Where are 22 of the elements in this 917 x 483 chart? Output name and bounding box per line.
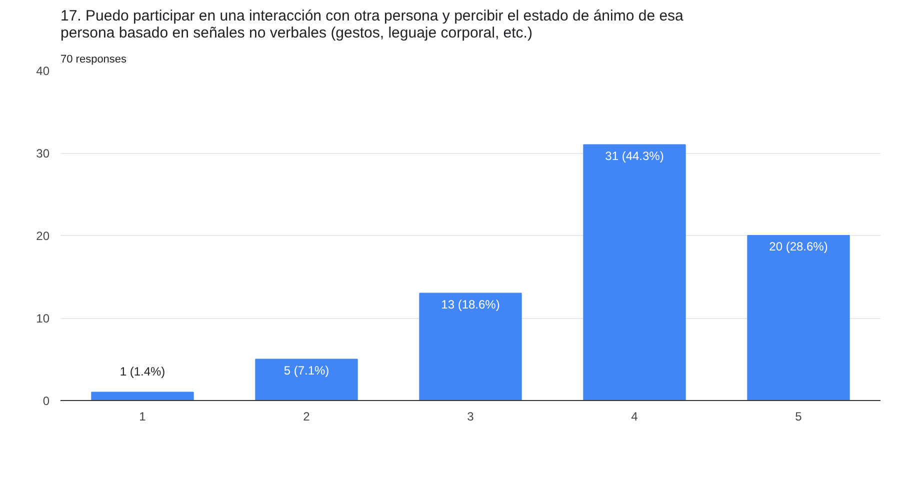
x-tick-label: 2 bbox=[303, 410, 310, 424]
bar bbox=[747, 235, 850, 400]
y-tick-label: 0 bbox=[42, 394, 50, 408]
y-tick-label: 30 bbox=[36, 146, 50, 160]
y-tick-label: 40 bbox=[36, 64, 50, 78]
x-tick-label: 3 bbox=[467, 410, 474, 424]
data-label: 5 (7.1%) bbox=[284, 363, 330, 378]
data-label: 13 (18.6%) bbox=[441, 297, 500, 312]
x-tick-label: 5 bbox=[795, 410, 802, 424]
x-tick-label: 1 bbox=[139, 410, 146, 424]
y-tick-label: 20 bbox=[36, 229, 50, 243]
data-label: 20 (28.6%) bbox=[769, 240, 828, 254]
bar bbox=[419, 292, 522, 400]
data-label: 1 (1.4%) bbox=[120, 364, 166, 378]
data-label: 31 (44.3%) bbox=[605, 148, 664, 163]
y-tick-label: 10 bbox=[36, 312, 50, 326]
bar bbox=[255, 358, 358, 400]
bar bbox=[91, 392, 194, 400]
chart-subtitle: 70 responses bbox=[60, 54, 128, 66]
x-tick-label: 4 bbox=[631, 410, 638, 424]
bar bbox=[583, 144, 686, 400]
chart-title: 17. Puedo participar en una interacción con otra persona y percibir el estado de ánimo de esa persona basado en señales no verbales (gestos, leguaje corporal, etc.) bbox=[60, 8, 684, 42]
